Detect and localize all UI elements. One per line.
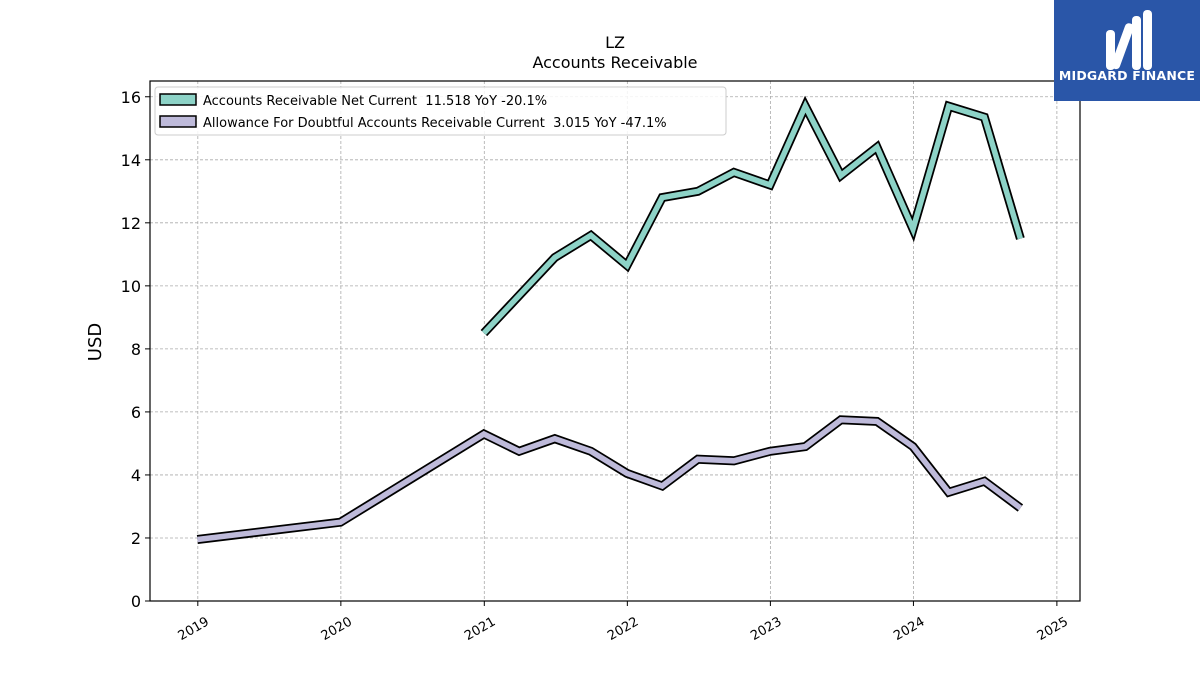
x-tick-label: 2020 <box>319 614 355 644</box>
legend-box <box>154 86 727 136</box>
legend-label-0: Accounts Receivable Net Current 11.518 Y… <box>203 94 547 109</box>
x-tick-label: 2021 <box>462 614 498 644</box>
legend: Accounts Receivable Net Current 11.518 Y… <box>154 86 727 136</box>
series-layer <box>196 95 1025 544</box>
y-tick-label: 10 <box>121 277 141 296</box>
y-tick-label: 14 <box>121 151 141 170</box>
y-tick-label: 4 <box>131 466 141 485</box>
series-line-0 <box>481 99 1024 335</box>
legend-swatch-1 <box>159 115 197 128</box>
logo-mark-icon <box>1106 10 1152 70</box>
x-tick-label: 2025 <box>1035 614 1071 644</box>
x-tick-label: 2023 <box>748 614 784 644</box>
y-axis-label: USD <box>85 323 106 361</box>
chart-title: LZ <box>605 33 625 52</box>
x-tick-label: 2022 <box>605 614 641 644</box>
brand-logo: MIDGARD FINANCE <box>1054 0 1200 101</box>
legend-label-1: Allowance For Doubtful Accounts Receivab… <box>203 116 667 131</box>
x-tick-label: 2019 <box>176 614 212 644</box>
plot-frame <box>149 80 1081 602</box>
y-tick-label: 12 <box>121 214 141 233</box>
brand-name: MIDGARD FINANCE <box>1058 68 1196 83</box>
y-tick-label: 8 <box>131 340 141 359</box>
y-tick-label: 0 <box>131 592 141 611</box>
series-line-1 <box>197 417 1023 543</box>
y-tick-label: 2 <box>131 529 141 548</box>
y-tick-label: 6 <box>131 403 141 422</box>
chart-subtitle: Accounts Receivable <box>532 53 697 72</box>
legend-swatch-0 <box>159 93 197 106</box>
y-tick-label: 16 <box>121 88 141 107</box>
grid <box>150 81 1080 602</box>
x-tick-label: 2024 <box>891 614 927 644</box>
